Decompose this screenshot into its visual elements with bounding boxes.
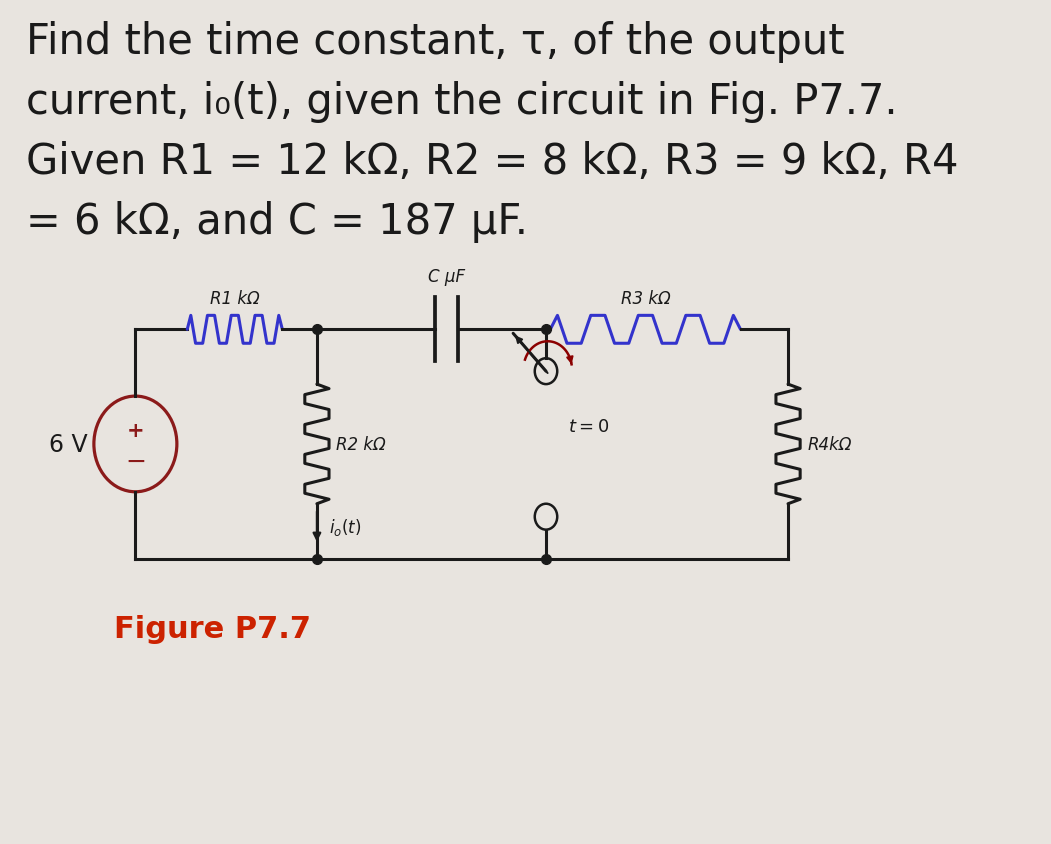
Text: R2 kΩ: R2 kΩ (336, 436, 386, 453)
Text: Find the time constant, τ, of the output: Find the time constant, τ, of the output (25, 21, 844, 63)
Text: Given R1 = 12 kΩ, R2 = 8 kΩ, R3 = 9 kΩ, R4: Given R1 = 12 kΩ, R2 = 8 kΩ, R3 = 9 kΩ, … (25, 141, 959, 182)
Text: C μF: C μF (428, 268, 466, 286)
Text: current, i₀(t), given the circuit in Fig. P7.7.: current, i₀(t), given the circuit in Fig… (25, 81, 898, 123)
Text: R4kΩ: R4kΩ (807, 436, 851, 453)
Text: $i_o(t)$: $i_o(t)$ (329, 517, 362, 538)
Text: R3 kΩ: R3 kΩ (620, 290, 671, 308)
Text: Figure P7.7: Figure P7.7 (114, 614, 311, 643)
Text: −: − (125, 449, 146, 473)
Text: +: + (126, 420, 144, 441)
Text: = 6 kΩ, and C = 187 μF.: = 6 kΩ, and C = 187 μF. (25, 201, 528, 242)
Text: $t = 0$: $t = 0$ (568, 418, 609, 436)
Text: R1 kΩ: R1 kΩ (210, 290, 260, 308)
Text: 6 V: 6 V (49, 432, 88, 457)
